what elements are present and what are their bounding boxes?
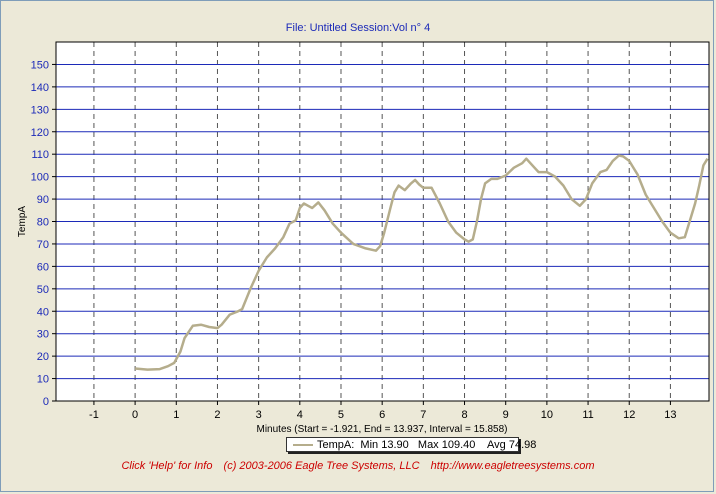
footer-url-link[interactable]: http://www.eagletreesystems.com (430, 460, 595, 472)
x-tick-label: 0 (132, 409, 138, 421)
x-tick-label: 6 (379, 409, 385, 421)
y-tick-label: 0 (43, 396, 49, 408)
series-line-tempa (134, 154, 709, 371)
x-tick-label: 5 (338, 409, 344, 421)
legend-min: Min 13.90 (360, 439, 409, 451)
x-tick-label: 11 (582, 409, 593, 421)
footer-help-text: Click 'Help' for Info (121, 460, 213, 472)
x-tick-label: 8 (461, 409, 467, 421)
x-tick-label: 2 (214, 409, 220, 421)
legend-swatch (293, 444, 313, 446)
legend[interactable]: TempA: Min 13.90 Max 109.40 Avg 74.98 (286, 437, 536, 452)
legend-entry: TempA: Min 13.90 Max 109.40 Avg 74.98 (317, 439, 536, 451)
y-tick-label: 80 (37, 217, 49, 229)
y-tick-label: 60 (37, 261, 49, 273)
chart-title: File: Untitled Session:Vol n° 4 (285, 22, 431, 34)
x-tick-label: 3 (256, 409, 262, 421)
x-axis-title: Minutes (Start = -1.921, End = 13.937, I… (257, 424, 508, 435)
y-tick-label: 10 (37, 374, 49, 386)
footer-copyright: (c) 2003-2006 Eagle Tree Systems, LLC (223, 460, 420, 472)
y-axis-title: TempA (17, 206, 28, 237)
plot-border (55, 41, 710, 402)
legend-series-name: TempA: (317, 439, 355, 451)
y-tick-label: 120 (31, 127, 49, 139)
x-tick-label: 13 (664, 409, 676, 421)
horizontal-gridlines (56, 63, 709, 380)
x-tick-label: 1 (173, 409, 179, 421)
x-tick-label: 4 (297, 409, 303, 421)
x-tick-label: 7 (420, 409, 426, 421)
x-tick-label: 9 (503, 409, 509, 421)
legend-max: Max 109.40 (417, 439, 476, 451)
y-tick-label: 140 (31, 82, 49, 94)
y-axis-ticks: 0 10 20 30 40 50 60 70 80 90 100 110 120 130 140 150 (31, 59, 56, 408)
x-tick-label: -1 (89, 409, 99, 421)
y-tick-label: 130 (31, 104, 49, 116)
y-tick-label: 20 (37, 351, 49, 363)
y-tick-label: 40 (37, 306, 49, 318)
x-tick-label: 12 (623, 409, 635, 421)
y-tick-label: 90 (37, 194, 49, 206)
legend-avg: Avg 74.98 (487, 439, 537, 451)
x-tick-label: 10 (541, 409, 553, 421)
x-axis-ticks: -1 0 1 2 3 4 5 6 7 8 9 10 11 12 13 (89, 401, 677, 421)
y-tick-label: 30 (37, 329, 49, 341)
y-tick-label: 50 (37, 284, 49, 296)
y-tick-label: 110 (31, 149, 49, 161)
y-tick-label: 150 (31, 59, 49, 71)
y-tick-label: 100 (31, 172, 49, 184)
footer: Click 'Help' for Info (c) 2003-2006 Eagl… (0, 460, 716, 472)
y-tick-label: 70 (37, 239, 49, 251)
vertical-gridlines (93, 42, 671, 401)
